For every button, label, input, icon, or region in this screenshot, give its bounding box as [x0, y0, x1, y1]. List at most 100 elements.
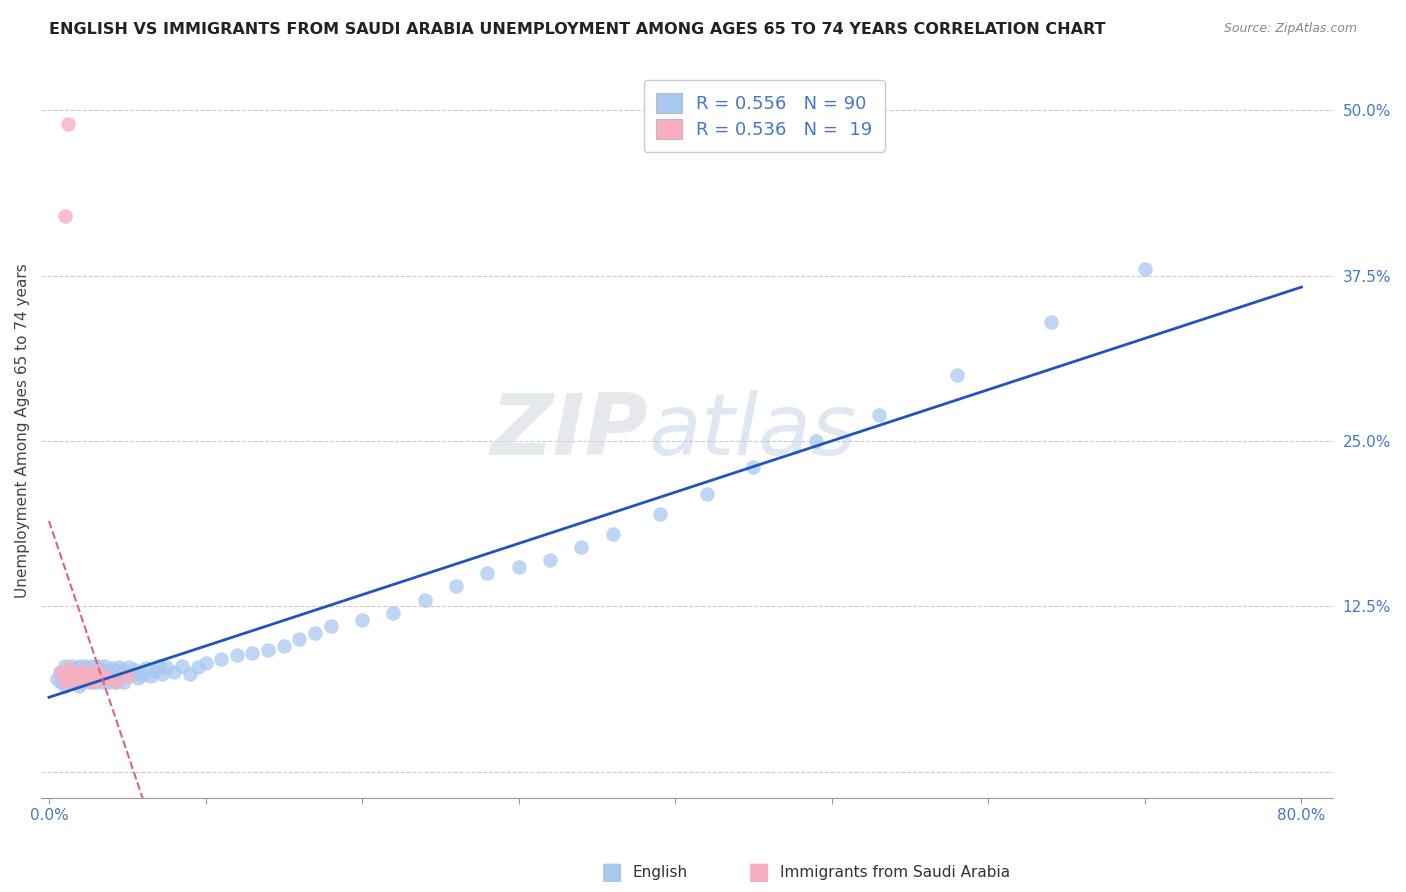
Point	[65, 669, 87, 683]
Text: Source: ZipAtlas.com: Source: ZipAtlas.com	[1223, 22, 1357, 36]
Point	[148, 658, 170, 673]
Point	[187, 660, 209, 674]
Point	[104, 674, 127, 689]
Point	[209, 652, 232, 666]
Point	[72, 664, 94, 678]
Point	[108, 660, 131, 674]
Point	[804, 434, 827, 448]
Point	[62, 672, 84, 686]
Point	[1039, 315, 1062, 329]
Point	[69, 665, 91, 680]
Point	[194, 656, 217, 670]
Point	[742, 460, 765, 475]
Point	[80, 674, 103, 689]
Text: atlas: atlas	[648, 390, 856, 473]
Point	[257, 643, 280, 657]
Text: ZIP: ZIP	[491, 390, 648, 473]
Point	[51, 674, 73, 689]
Point	[94, 669, 117, 683]
Point	[63, 674, 86, 689]
Point	[63, 666, 86, 681]
Point	[53, 658, 76, 673]
Point	[946, 368, 969, 382]
Point	[51, 665, 73, 680]
Text: ■: ■	[600, 861, 623, 884]
Point	[115, 666, 138, 681]
Point	[569, 540, 592, 554]
Point	[1133, 262, 1156, 277]
Point	[304, 625, 326, 640]
Point	[76, 672, 98, 686]
Point	[93, 658, 115, 673]
Point	[115, 669, 138, 683]
Point	[49, 665, 72, 680]
Point	[72, 674, 94, 689]
Point	[110, 668, 132, 682]
Point	[107, 666, 129, 681]
Point	[508, 559, 530, 574]
Point	[69, 672, 91, 686]
Point	[100, 661, 122, 675]
Point	[118, 660, 141, 674]
Point	[150, 666, 173, 681]
Point	[124, 663, 146, 677]
Point	[97, 674, 120, 689]
Legend: R = 0.556   N = 90, R = 0.536   N =  19: R = 0.556 N = 90, R = 0.536 N = 19	[644, 80, 884, 152]
Point	[56, 672, 79, 686]
Point	[79, 674, 101, 689]
Point	[139, 669, 162, 683]
Point	[242, 646, 264, 660]
Point	[648, 507, 671, 521]
Point	[86, 658, 108, 673]
Point	[84, 665, 107, 680]
Point	[538, 553, 561, 567]
Point	[87, 672, 110, 686]
Point	[98, 668, 121, 682]
Point	[82, 658, 104, 673]
Point	[90, 664, 112, 678]
Point	[96, 664, 118, 678]
Point	[56, 117, 79, 131]
Point	[62, 665, 84, 680]
Point	[121, 668, 143, 682]
Point	[73, 658, 96, 673]
Text: English: English	[633, 865, 688, 880]
Point	[127, 671, 149, 685]
Point	[82, 669, 104, 683]
Point	[225, 648, 247, 663]
Point	[77, 661, 100, 675]
Point	[135, 661, 157, 675]
Point	[696, 487, 718, 501]
Point	[80, 665, 103, 680]
Point	[602, 526, 624, 541]
Point	[84, 674, 107, 689]
Point	[155, 660, 177, 674]
Point	[45, 672, 67, 686]
Point	[382, 606, 405, 620]
Point	[352, 613, 374, 627]
Point	[62, 658, 84, 673]
Point	[56, 669, 79, 683]
Point	[101, 669, 124, 683]
Point	[104, 664, 127, 678]
Point	[58, 669, 80, 683]
Point	[444, 579, 467, 593]
Point	[105, 674, 128, 689]
Point	[76, 672, 98, 686]
Point	[132, 668, 155, 682]
Point	[413, 592, 436, 607]
Point	[179, 666, 201, 681]
Point	[93, 669, 115, 683]
Point	[73, 665, 96, 680]
Point	[69, 669, 91, 683]
Point	[273, 639, 295, 653]
Point	[84, 664, 107, 678]
Point	[112, 674, 135, 689]
Point	[868, 408, 890, 422]
Point	[319, 619, 342, 633]
Point	[477, 566, 499, 581]
Point	[97, 672, 120, 686]
Point	[87, 669, 110, 683]
Point	[145, 664, 167, 678]
Point	[69, 658, 91, 673]
